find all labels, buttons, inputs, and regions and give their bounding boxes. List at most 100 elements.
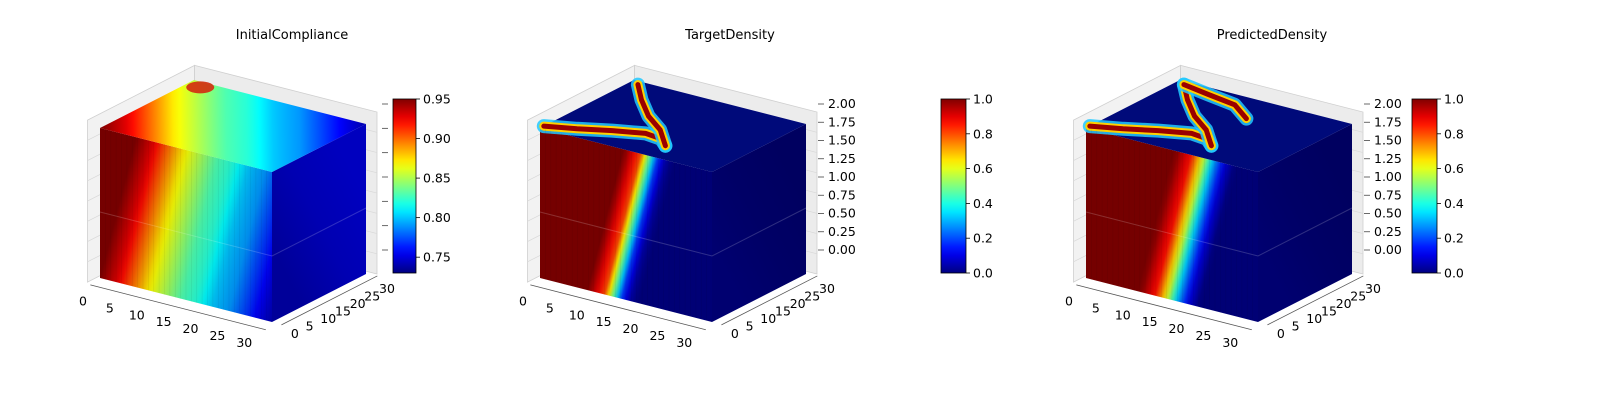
z-tick-label: 1.25 bbox=[828, 151, 856, 166]
cube-top-face bbox=[100, 80, 366, 172]
y-tick-label: 15 bbox=[775, 304, 791, 319]
y-tick-label: 10 bbox=[1306, 311, 1322, 326]
panel-title: PredictedDensity bbox=[1217, 28, 1328, 43]
x-ticks: 0 5 10 15 20 25 30 bbox=[79, 294, 252, 350]
z-tick-label: 0.50 bbox=[1374, 206, 1402, 221]
voxel-cube bbox=[99, 80, 367, 322]
y-tick-label: 30 bbox=[819, 281, 835, 296]
colorbar-tick-label: 0.90 bbox=[423, 131, 451, 146]
colorbar-ramp bbox=[1411, 98, 1438, 274]
y-tick-label: 15 bbox=[335, 304, 351, 319]
y-axis-line bbox=[281, 275, 378, 326]
z-tick-label: 1.25 bbox=[1374, 151, 1402, 166]
z-tick-label: 2.00 bbox=[828, 96, 856, 111]
z-tick-label: 1.50 bbox=[828, 133, 856, 148]
z-tick-label: 0.00 bbox=[1374, 242, 1402, 257]
x-tick-label: 0 bbox=[79, 294, 87, 309]
y-tick-label: 15 bbox=[1321, 304, 1337, 319]
colorbar-tick-label: 1.0 bbox=[1444, 92, 1464, 107]
voxel-cube bbox=[536, 77, 807, 322]
x-tick-label: 30 bbox=[676, 335, 692, 350]
colorbar: 0.0 0.2 0.4 0.6 0.8 1.0 bbox=[940, 92, 993, 281]
x-tick-label: 5 bbox=[1092, 300, 1100, 315]
x-tick-label: 25 bbox=[1195, 328, 1211, 343]
z-tick-label: 0.50 bbox=[828, 206, 856, 221]
x-tick-label: 20 bbox=[1169, 321, 1185, 336]
z-tick-label: 0.75 bbox=[1374, 187, 1402, 202]
x-tick-label: 0 bbox=[1065, 294, 1073, 309]
colorbar: 0.75 0.80 0.85 0.90 0.95 bbox=[392, 92, 451, 274]
colorbar-tick-label: 0.6 bbox=[1444, 161, 1464, 176]
x-ticks: 0 5 10 15 20 25 30 bbox=[519, 294, 692, 350]
colorbar-tick-label: 0.2 bbox=[973, 231, 993, 246]
colorbar-tick-label: 0.8 bbox=[973, 126, 993, 141]
panel-target-density: TargetDensity 0 5 10 15 20 25 30 0 5 1015202530 … bbox=[519, 28, 993, 350]
x-tick-label: 10 bbox=[1115, 307, 1131, 322]
colorbar-tick-label: 0.6 bbox=[973, 161, 993, 176]
cube-right-face bbox=[1258, 124, 1352, 322]
y-tick-label: 0 bbox=[731, 326, 739, 341]
colorbar-tick-label: 0.75 bbox=[423, 250, 451, 265]
x-tick-label: 5 bbox=[546, 300, 554, 315]
z-tick-label: 1.75 bbox=[828, 114, 856, 129]
z-ticks: 0.00 0.25 0.50 0.75 1.00 1.25 1.50 1.75 2.00 bbox=[818, 96, 856, 257]
colorbar-tick-label: 0.85 bbox=[423, 171, 451, 186]
hot-spot bbox=[186, 81, 215, 94]
colorbar-tick-label: 0.8 bbox=[1444, 126, 1464, 141]
density-band-core bbox=[635, 82, 668, 149]
x-tick-label: 25 bbox=[209, 328, 225, 343]
voxel-seam bbox=[99, 207, 367, 257]
y-tick-label: 5 bbox=[306, 319, 314, 334]
voxel-seam bbox=[1085, 207, 1353, 257]
y-tick-label: 0 bbox=[1277, 326, 1285, 341]
z-tick-label: 0.25 bbox=[1374, 224, 1402, 239]
y-tick-label: 30 bbox=[379, 281, 395, 296]
x-tick-label: 5 bbox=[106, 300, 114, 315]
y-tick-label: 20 bbox=[350, 296, 366, 311]
density-band-core bbox=[1181, 82, 1214, 149]
cube-front-face bbox=[1086, 128, 1258, 322]
z-ticks bbox=[382, 103, 388, 251]
x-tick-label: 15 bbox=[1142, 314, 1158, 329]
y-tick-label: 10 bbox=[760, 311, 776, 326]
cube-front-face bbox=[100, 128, 272, 322]
y-tick-label: 25 bbox=[364, 289, 380, 304]
x-tick-label: 0 bbox=[519, 294, 527, 309]
voxel-cube bbox=[1082, 77, 1353, 322]
cube-right-face bbox=[272, 124, 366, 322]
x-tick-label: 30 bbox=[236, 335, 252, 350]
colorbar-tick-label: 0.0 bbox=[1444, 266, 1464, 281]
z-tick-label: 1.00 bbox=[1374, 169, 1402, 184]
colorbar-tick-label: 0.2 bbox=[1444, 231, 1464, 246]
z-tick-label: 1.00 bbox=[828, 169, 856, 184]
y-tick-label: 25 bbox=[1350, 289, 1366, 304]
x-tick-label: 10 bbox=[569, 307, 585, 322]
x-axis-line bbox=[530, 284, 706, 331]
voxel-seam bbox=[539, 207, 807, 257]
cube-right-face bbox=[712, 124, 806, 322]
x-tick-label: 15 bbox=[156, 314, 172, 329]
x-tick-label: 20 bbox=[623, 321, 639, 336]
density-band-core bbox=[1181, 82, 1249, 122]
colorbar-tick-label: 0.0 bbox=[973, 266, 993, 281]
cube-top-face bbox=[1086, 80, 1352, 172]
y-tick-label: 10 bbox=[320, 311, 336, 326]
panel-title: InitialCompliance bbox=[236, 28, 349, 43]
z-tick-label: 2.00 bbox=[1374, 96, 1402, 111]
colorbar: 0.0 0.2 0.4 0.6 0.8 1.0 bbox=[1411, 92, 1464, 281]
z-tick-label: 0.00 bbox=[828, 242, 856, 257]
y-tick-label: 20 bbox=[1336, 296, 1352, 311]
colorbar-tick-label: 0.4 bbox=[1444, 196, 1464, 211]
z-tick-label: 1.50 bbox=[1374, 133, 1402, 148]
y-tick-label: 5 bbox=[746, 319, 754, 334]
y-tick-label: 20 bbox=[790, 296, 806, 311]
colorbar-tick-label: 1.0 bbox=[973, 92, 993, 107]
z-tick-label: 0.25 bbox=[828, 224, 856, 239]
x-tick-label: 30 bbox=[1222, 335, 1238, 350]
colorbar-ramp bbox=[940, 98, 967, 274]
x-axis-line bbox=[90, 284, 266, 331]
colorbar-tick-label: 0.4 bbox=[973, 196, 993, 211]
